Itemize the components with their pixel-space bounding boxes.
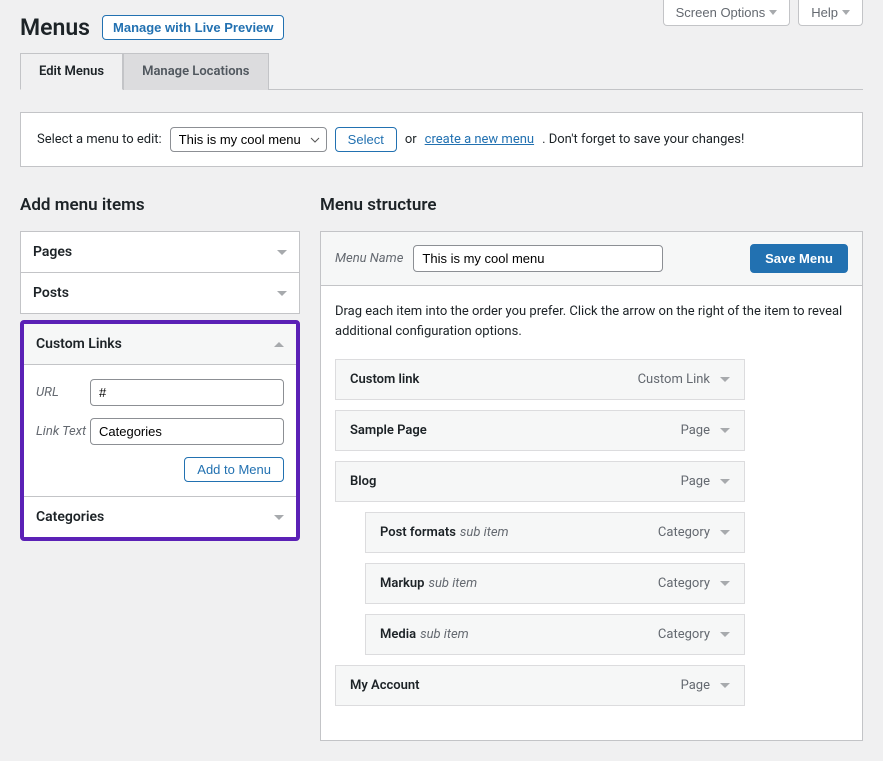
sub-item-label: sub item	[428, 576, 477, 591]
menu-item-title: Blog	[350, 474, 376, 489]
menu-item-title: Sample Page	[350, 423, 427, 438]
or-text: or	[405, 132, 417, 147]
screen-options-button[interactable]: Screen Options	[663, 0, 791, 26]
accordion-posts-label: Posts	[33, 285, 69, 301]
sub-item-label: sub item	[460, 525, 509, 540]
menu-header: Menu Name Save Menu	[321, 232, 862, 286]
menu-item-type: Category	[658, 525, 710, 540]
menu-item-type: Custom Link	[638, 372, 710, 387]
menu-item[interactable]: My Account Page	[335, 665, 745, 706]
menu-item-title: Post formats	[380, 525, 456, 540]
chevron-down-icon	[720, 683, 730, 688]
chevron-down-icon	[769, 10, 777, 15]
add-to-menu-button[interactable]: Add to Menu	[184, 457, 284, 482]
chevron-down-icon	[720, 530, 730, 535]
chevron-down-icon	[842, 10, 850, 15]
menu-item-toggle[interactable]: Page	[681, 474, 730, 489]
chevron-down-icon	[277, 250, 287, 255]
menu-item-title: Custom link	[350, 372, 419, 387]
menu-structure-heading: Menu structure	[320, 195, 863, 215]
accordion-pages[interactable]: Pages	[21, 232, 299, 273]
chevron-down-icon	[720, 428, 730, 433]
menu-item-toggle[interactable]: Custom Link	[638, 372, 730, 387]
chevron-down-icon	[720, 581, 730, 586]
help-label: Help	[811, 5, 838, 20]
menu-item-type: Category	[658, 627, 710, 642]
menu-item-toggle[interactable]: Category	[658, 525, 730, 540]
chevron-down-icon	[720, 377, 730, 382]
menu-name-label: Menu Name	[335, 251, 403, 266]
accordion-pages-label: Pages	[33, 244, 72, 260]
page-title: Menus	[20, 14, 90, 41]
select-tail: . Don't forget to save your changes!	[542, 132, 744, 147]
select-label: Select a menu to edit:	[37, 132, 162, 147]
screen-options-label: Screen Options	[676, 5, 766, 20]
link-text-input[interactable]	[90, 418, 284, 445]
create-new-menu-link[interactable]: create a new menu	[425, 132, 534, 147]
menu-item-type: Category	[658, 576, 710, 591]
live-preview-button[interactable]: Manage with Live Preview	[102, 15, 284, 40]
accordion-custom-links[interactable]: Custom Links	[24, 324, 296, 365]
menu-item-type: Page	[681, 678, 710, 693]
tab-edit-menus[interactable]: Edit Menus	[20, 53, 123, 90]
chevron-up-icon	[274, 342, 284, 347]
menu-item-title: Media	[380, 627, 416, 642]
link-text-label: Link Text	[36, 424, 90, 439]
menu-item[interactable]: Post formats sub item Category	[365, 512, 745, 553]
menu-item-toggle[interactable]: Category	[658, 576, 730, 591]
menu-item[interactable]: Custom link Custom Link	[335, 359, 745, 400]
menu-item-toggle[interactable]: Page	[681, 678, 730, 693]
menu-item[interactable]: Sample Page Page	[335, 410, 745, 451]
menu-item-title: My Account	[350, 678, 420, 693]
chevron-down-icon	[720, 632, 730, 637]
menu-item[interactable]: Media sub item Category	[365, 614, 745, 655]
accordion-custom-links-label: Custom Links	[36, 336, 122, 352]
menu-name-input[interactable]	[413, 245, 663, 272]
chevron-down-icon	[277, 291, 287, 296]
menu-item-type: Page	[681, 423, 710, 438]
accordion-categories-label: Categories	[36, 509, 104, 525]
select-button[interactable]: Select	[335, 127, 397, 152]
help-button[interactable]: Help	[798, 0, 863, 26]
menu-item[interactable]: Markup sub item Category	[365, 563, 745, 604]
menu-item-type: Page	[681, 474, 710, 489]
menu-item-toggle[interactable]: Page	[681, 423, 730, 438]
instructions-text: Drag each item into the order you prefer…	[335, 302, 848, 341]
menu-select-bar: Select a menu to edit: This is my cool m…	[20, 112, 863, 167]
menu-item-title: Markup	[380, 576, 424, 591]
menu-item[interactable]: Blog Page	[335, 461, 745, 502]
chevron-down-icon	[720, 479, 730, 484]
menu-select[interactable]: This is my cool menu	[170, 127, 327, 152]
menu-item-toggle[interactable]: Category	[658, 627, 730, 642]
save-menu-button[interactable]: Save Menu	[750, 244, 848, 273]
sub-item-label: sub item	[420, 627, 469, 642]
tab-manage-locations[interactable]: Manage Locations	[123, 53, 268, 90]
url-label: URL	[36, 385, 90, 400]
accordion-categories[interactable]: Categories	[24, 497, 296, 537]
chevron-down-icon	[274, 515, 284, 520]
add-items-heading: Add menu items	[20, 195, 300, 215]
url-input[interactable]	[90, 379, 284, 406]
custom-links-body: URL Link Text Add to Menu	[24, 365, 296, 497]
accordion-posts[interactable]: Posts	[21, 273, 299, 313]
custom-links-highlight: Custom Links URL Link Text Add to Menu	[20, 320, 300, 541]
